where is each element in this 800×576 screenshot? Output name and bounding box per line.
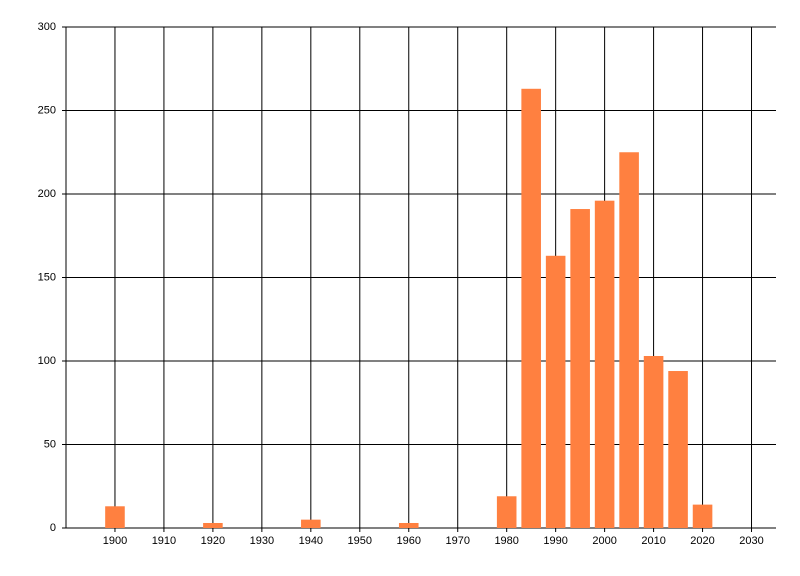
x-tick-label: 1930	[250, 535, 274, 547]
bar	[545, 255, 566, 529]
x-tick-label: 1950	[348, 535, 372, 547]
y-tick-label: 300	[38, 21, 56, 33]
y-tick-label: 250	[38, 104, 56, 116]
x-tick-label: 2030	[739, 535, 763, 547]
x-tick-label: 2000	[592, 535, 616, 547]
x-tick-label: 1960	[397, 535, 421, 547]
x-tick-label: 2010	[641, 535, 665, 547]
bar	[398, 522, 419, 528]
bar	[203, 522, 223, 528]
y-tick-label: 100	[38, 355, 56, 367]
x-tick-label: 1980	[494, 535, 518, 547]
bar	[692, 504, 713, 528]
bar	[105, 506, 125, 528]
bar	[301, 519, 321, 528]
bar	[496, 496, 517, 528]
x-tick-label: 1900	[103, 535, 127, 547]
bar	[570, 209, 590, 528]
y-tick-label: 150	[38, 271, 56, 283]
x-tick-label: 1940	[299, 535, 323, 547]
bar	[668, 371, 688, 528]
y-tick-label: 0	[50, 522, 56, 534]
bar	[643, 355, 664, 528]
bar	[521, 88, 541, 528]
x-tick-label: 1970	[445, 535, 469, 547]
x-tick-label: 2020	[690, 535, 714, 547]
y-tick-label: 200	[38, 188, 56, 200]
y-tick-label: 50	[44, 438, 56, 450]
x-tick-label: 1990	[543, 535, 567, 547]
x-tick-label: 1920	[201, 535, 225, 547]
bar	[594, 200, 615, 528]
x-tick-label: 1910	[152, 535, 176, 547]
bar	[619, 152, 639, 528]
